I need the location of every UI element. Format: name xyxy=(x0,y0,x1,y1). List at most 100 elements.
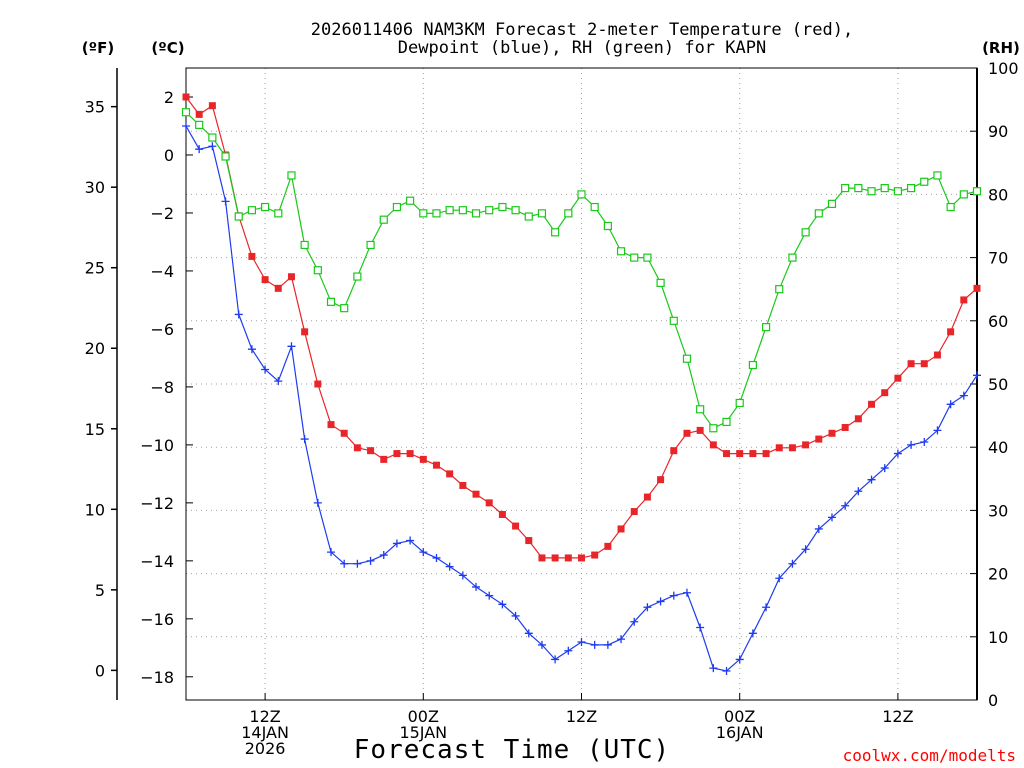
dewpoint-point xyxy=(933,426,942,435)
relative-humidity-point xyxy=(221,152,230,161)
x-tick-label: 12Z xyxy=(566,707,597,726)
dewpoint-point xyxy=(327,548,336,557)
celsius-tick-label: −12 xyxy=(140,494,174,513)
dewpoint-point xyxy=(247,345,256,354)
relative-humidity-point xyxy=(590,202,599,212)
relative-humidity-point xyxy=(326,297,336,306)
temperature-point xyxy=(353,444,361,452)
dewpoint-point xyxy=(841,501,850,510)
x-tick-label: 14JAN xyxy=(241,723,289,742)
dewpoint-point xyxy=(682,588,691,597)
temperature-point xyxy=(261,276,269,284)
dewpoint-point xyxy=(973,371,981,380)
dewpoint-point xyxy=(511,611,520,620)
temperature-point xyxy=(894,374,902,382)
celsius-tick-label: −2 xyxy=(150,204,174,223)
celsius-tick-label: −14 xyxy=(140,552,174,571)
celsius-tick-label: −8 xyxy=(150,378,174,397)
relative-humidity-point xyxy=(498,202,507,212)
relative-humidity-point xyxy=(247,206,257,215)
relative-humidity-point xyxy=(630,253,639,262)
x-tick-label: 12Z xyxy=(249,707,280,726)
temperature-point xyxy=(551,554,559,562)
rh-tick-label: 40 xyxy=(988,438,1008,457)
dewpoint-point xyxy=(340,559,349,568)
temperature-point xyxy=(419,455,427,463)
relative-humidity-point xyxy=(959,190,968,199)
celsius-tick-label: −18 xyxy=(140,668,174,687)
temperature-point xyxy=(670,447,678,455)
relative-humidity-point xyxy=(195,120,204,129)
relative-humidity-point xyxy=(406,196,415,205)
dewpoint-point xyxy=(735,655,744,664)
temperature-point xyxy=(406,450,414,458)
relative-humidity-point xyxy=(880,183,889,193)
temperature-point xyxy=(525,537,533,545)
relative-humidity-point xyxy=(234,212,243,221)
temperature-point xyxy=(802,441,810,449)
dewpoint-point xyxy=(498,600,507,609)
temperature-point xyxy=(643,493,651,501)
temperature-point xyxy=(485,499,493,507)
rh-tick-label: 80 xyxy=(988,185,1008,204)
relative-humidity-point xyxy=(551,228,560,237)
dewpoint-point xyxy=(893,449,902,458)
dewpoint-point xyxy=(261,365,270,374)
temperature-point xyxy=(195,110,203,118)
temperature-point xyxy=(630,508,638,516)
dewpoint-point xyxy=(709,664,718,673)
fahrenheit-tick-label: 30 xyxy=(85,178,105,197)
relative-humidity-point xyxy=(287,171,296,180)
rh-tick-label: 60 xyxy=(988,312,1008,331)
temperature-point xyxy=(723,450,731,458)
celsius-tick-label: −4 xyxy=(150,262,174,281)
relative-humidity-point xyxy=(656,278,665,287)
dewpoint-point xyxy=(419,548,428,557)
dewpoint-point xyxy=(656,597,665,606)
relative-humidity-point xyxy=(748,360,757,370)
temperature-point xyxy=(340,429,348,437)
dewpoint-point xyxy=(353,559,362,568)
relative-humidity-point xyxy=(643,253,652,262)
x-axis-label: Forecast Time (UTC) xyxy=(354,735,670,765)
x-tick-label: 00Z xyxy=(724,707,755,726)
temperature-point xyxy=(393,450,401,458)
temperature-point xyxy=(881,389,889,397)
chart-title-line1: 2026011406 NAM3KM Forecast 2-meter Tempe… xyxy=(311,20,853,40)
dewpoint-point xyxy=(551,655,560,664)
temperature-point xyxy=(591,551,599,559)
relative-humidity-point xyxy=(854,183,863,193)
dewpoint-point xyxy=(287,342,296,351)
x-tick-label: 15JAN xyxy=(399,723,447,742)
dewpoint-point xyxy=(946,400,955,409)
temperature-point xyxy=(538,554,546,562)
rh-tick-label: 20 xyxy=(988,565,1008,584)
rh-axis-label: (RH) xyxy=(982,39,1020,57)
relative-humidity-point xyxy=(761,323,771,332)
temperature-point xyxy=(973,284,981,292)
dewpoint-point xyxy=(643,603,652,612)
x-tick-label: 16JAN xyxy=(716,723,764,742)
relative-humidity-point xyxy=(208,133,217,142)
relative-humidity-point xyxy=(537,209,547,218)
dewpoint-point xyxy=(669,591,678,600)
fahrenheit-tick-label: 10 xyxy=(85,500,105,519)
temperature-point xyxy=(617,525,625,533)
fahrenheit-tick-label: 20 xyxy=(85,339,105,358)
relative-humidity-point xyxy=(682,354,692,363)
temperature-point xyxy=(762,450,770,458)
celsius-tick-label: −6 xyxy=(150,320,174,339)
relative-humidity-point xyxy=(709,424,718,433)
temperature-point xyxy=(683,429,691,437)
relative-humidity-point xyxy=(261,202,270,212)
temperature-point xyxy=(868,400,876,408)
fahrenheit-tick-label: 35 xyxy=(85,98,105,117)
fahrenheit-tick-label: 5 xyxy=(95,581,105,600)
dewpoint-point xyxy=(366,556,375,565)
dewpoint-point xyxy=(814,524,823,533)
temperature-point xyxy=(749,450,757,458)
relative-humidity-point xyxy=(814,209,823,218)
relative-humidity-point xyxy=(801,228,810,237)
relative-humidity-point xyxy=(458,206,467,215)
celsius-tick-label: 2 xyxy=(164,88,174,107)
